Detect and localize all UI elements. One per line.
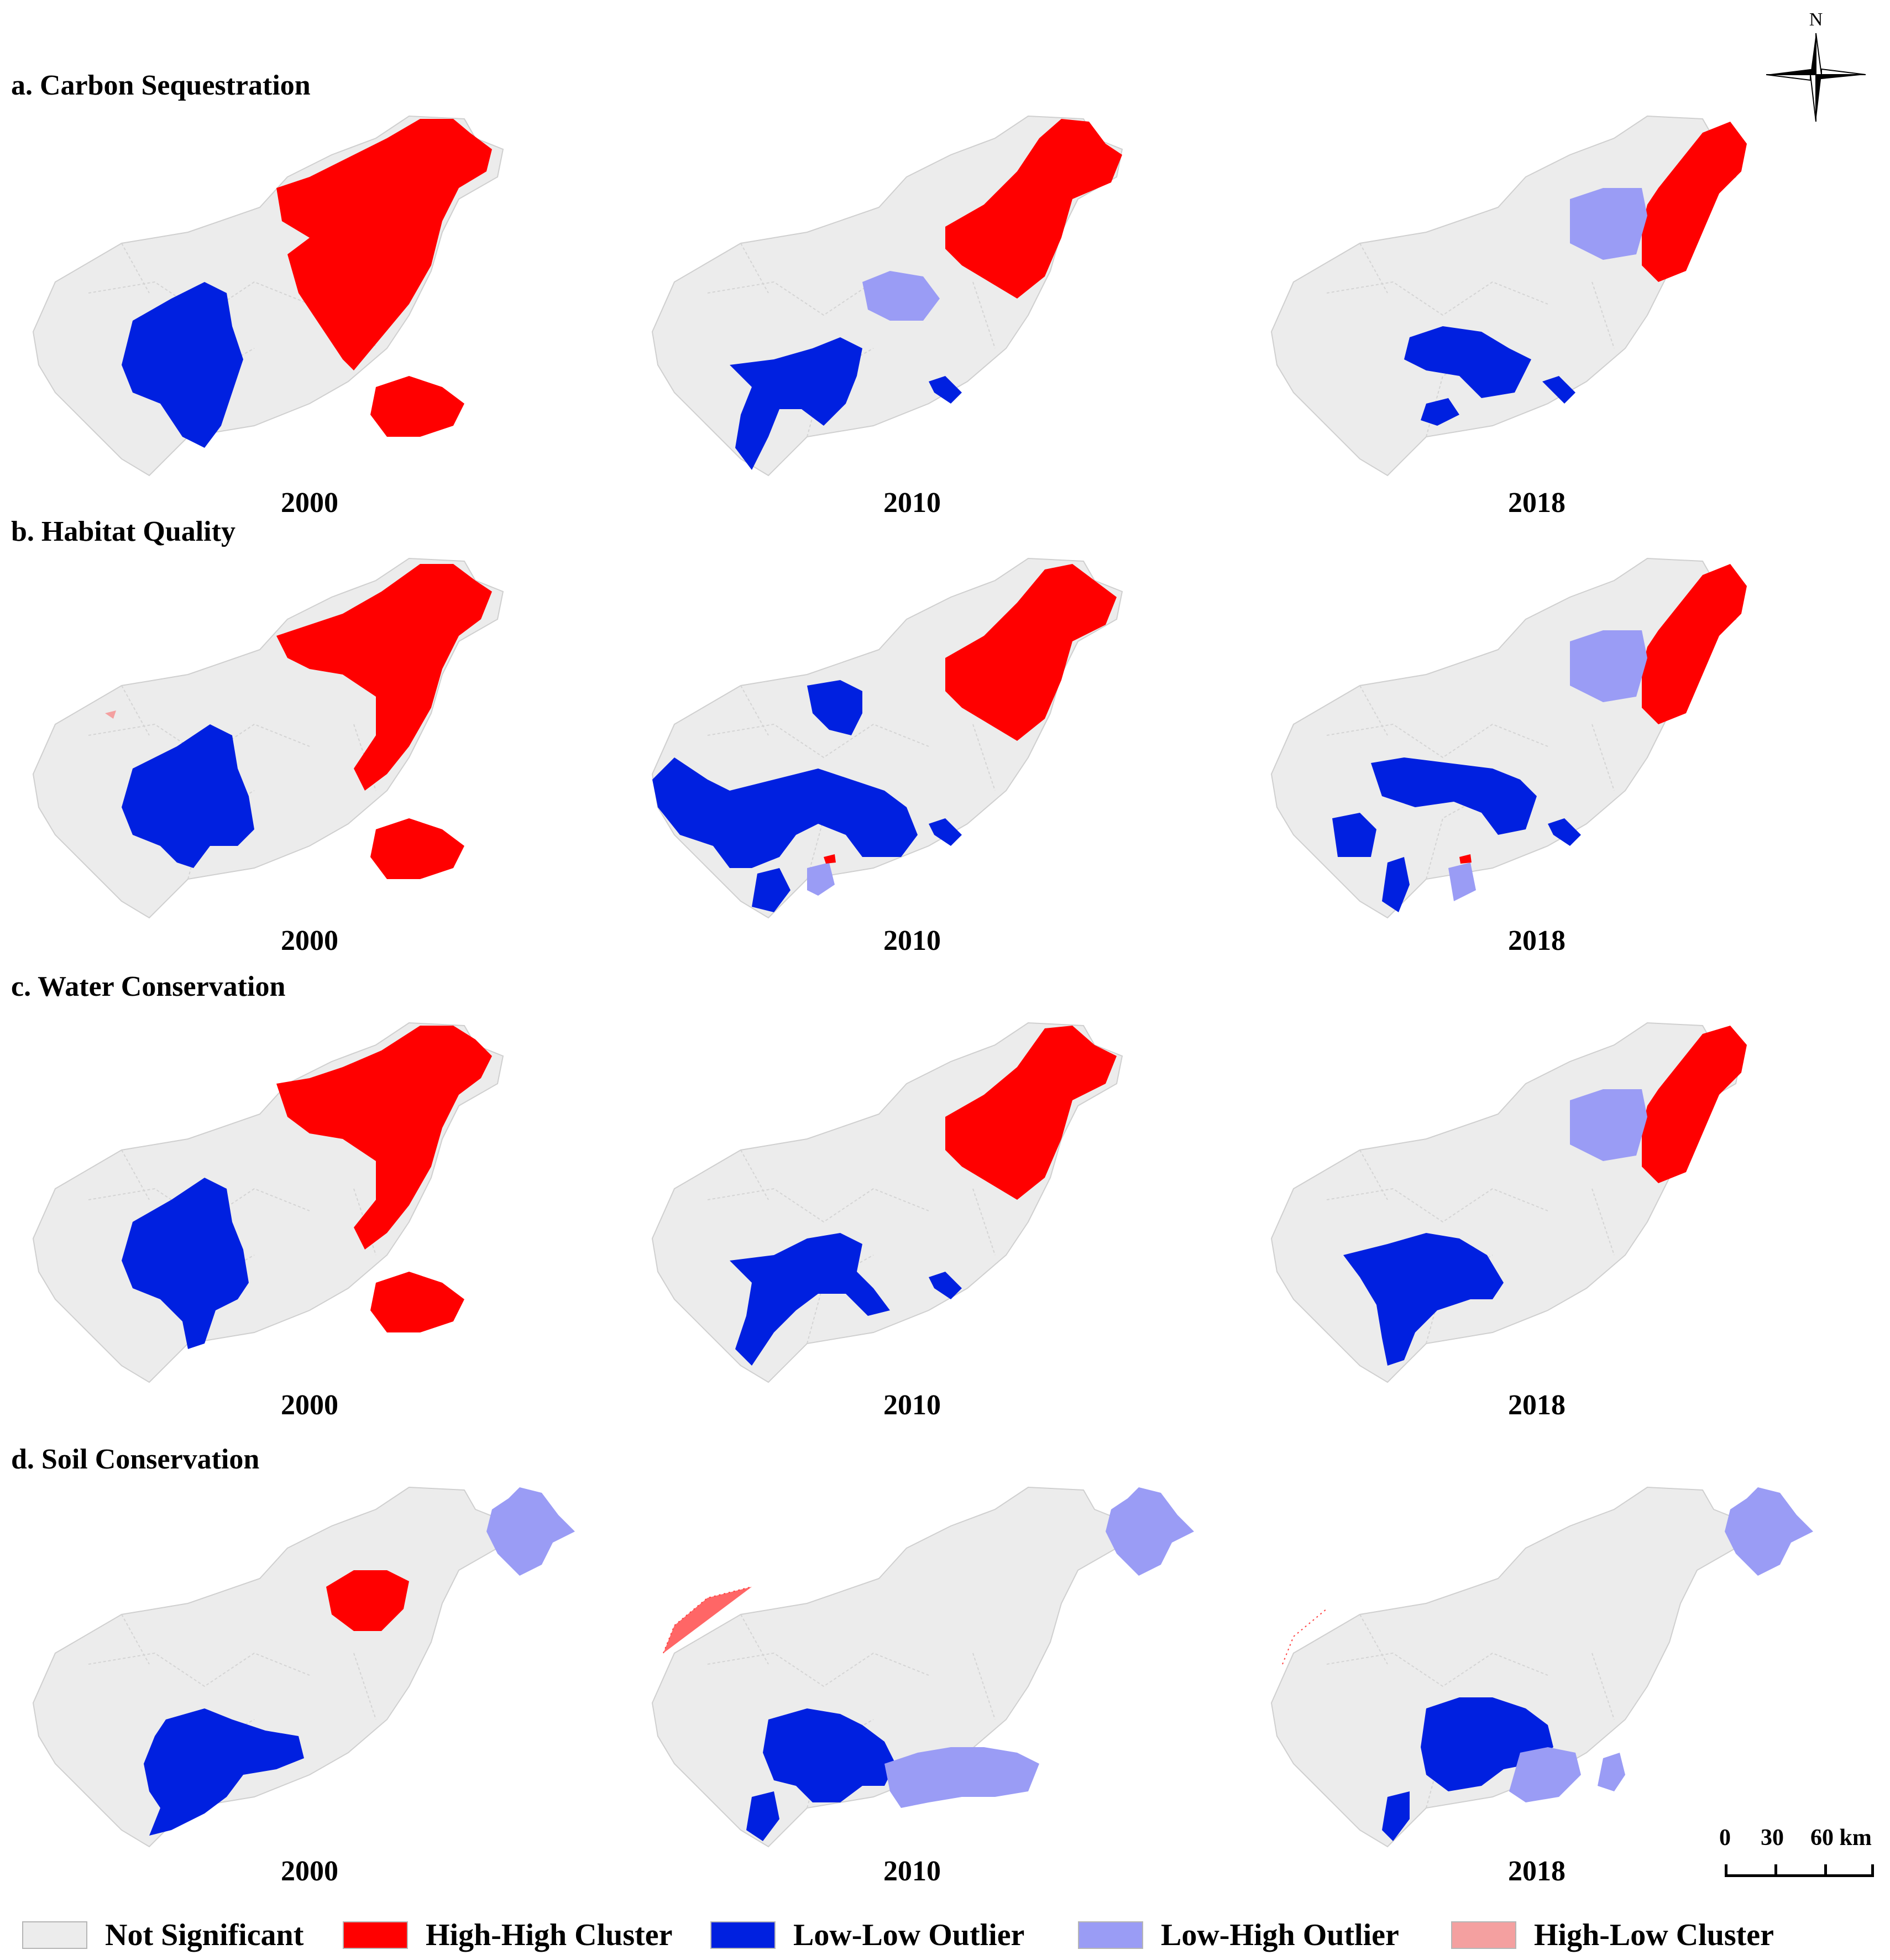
legend-item-low-high: Low-High Outlier [1078,1916,1399,1954]
legend-label: Low-Low Outlier [793,1918,1025,1952]
year-label: 2018 [1508,925,1566,957]
map-carbon-2010 [641,115,1260,477]
year-label: 2010 [883,1856,941,1887]
legend-label: Low-High Outlier [1161,1918,1399,1952]
scale-bar: 0 30 60 km [1708,1825,1885,1896]
map-soil-2000 [22,1486,641,1848]
map-water-2018 [1260,1022,1879,1383]
map-carbon-2000 [22,115,641,477]
map-water-2010 [641,1022,1260,1383]
map-water-2000 [22,1022,641,1383]
legend-swatch [1451,1921,1516,1949]
north-arrow: N [1766,6,1866,122]
year-label: 2000 [281,487,338,519]
map-soil-2018 [1260,1486,1879,1848]
section-title-habitat: b. Habitat Quality [11,516,235,547]
legend-swatch [343,1921,408,1949]
legend-label: Not Significant [105,1918,304,1952]
map-habitat-2010 [641,557,1260,919]
legend-item-low-low: Low-Low Outlier [710,1916,1024,1954]
year-label: 2018 [1508,1856,1566,1887]
legend-label: High-Low Cluster [1534,1918,1774,1952]
legend-item-not-significant: Not Significant [22,1916,303,1954]
scale-label-60: 60 km [1810,1825,1872,1851]
scale-label-30: 30 [1761,1825,1784,1851]
year-label: 2010 [883,487,941,519]
north-label: N [1809,9,1823,30]
legend-swatch [710,1921,776,1949]
legend-swatch [22,1921,87,1949]
year-label: 2000 [281,1389,338,1421]
legend-item-high-low: High-Low Cluster [1451,1916,1774,1954]
legend-label: High-High Cluster [426,1918,673,1952]
year-label: 2018 [1508,487,1566,519]
section-title-water: c. Water Conservation [11,971,286,1002]
map-soil-2010 [641,1486,1260,1848]
year-label: 2018 [1508,1389,1566,1421]
legend-swatch [1078,1921,1143,1949]
section-title-carbon: a. Carbon Sequestration [11,70,311,101]
section-title-soil: d. Soil Conservation [11,1444,260,1475]
year-label: 2010 [883,925,941,957]
legend-item-high-high: High-High Cluster [343,1916,672,1954]
map-habitat-2000 [22,557,641,919]
year-label: 2000 [281,925,338,957]
scale-label-0: 0 [1719,1825,1731,1851]
map-habitat-2018 [1260,557,1879,919]
map-carbon-2018 [1260,115,1879,477]
year-label: 2000 [281,1856,338,1887]
map-legend: Not Significant High-High Cluster Low-Lo… [0,1916,1890,1960]
year-label: 2010 [883,1389,941,1421]
